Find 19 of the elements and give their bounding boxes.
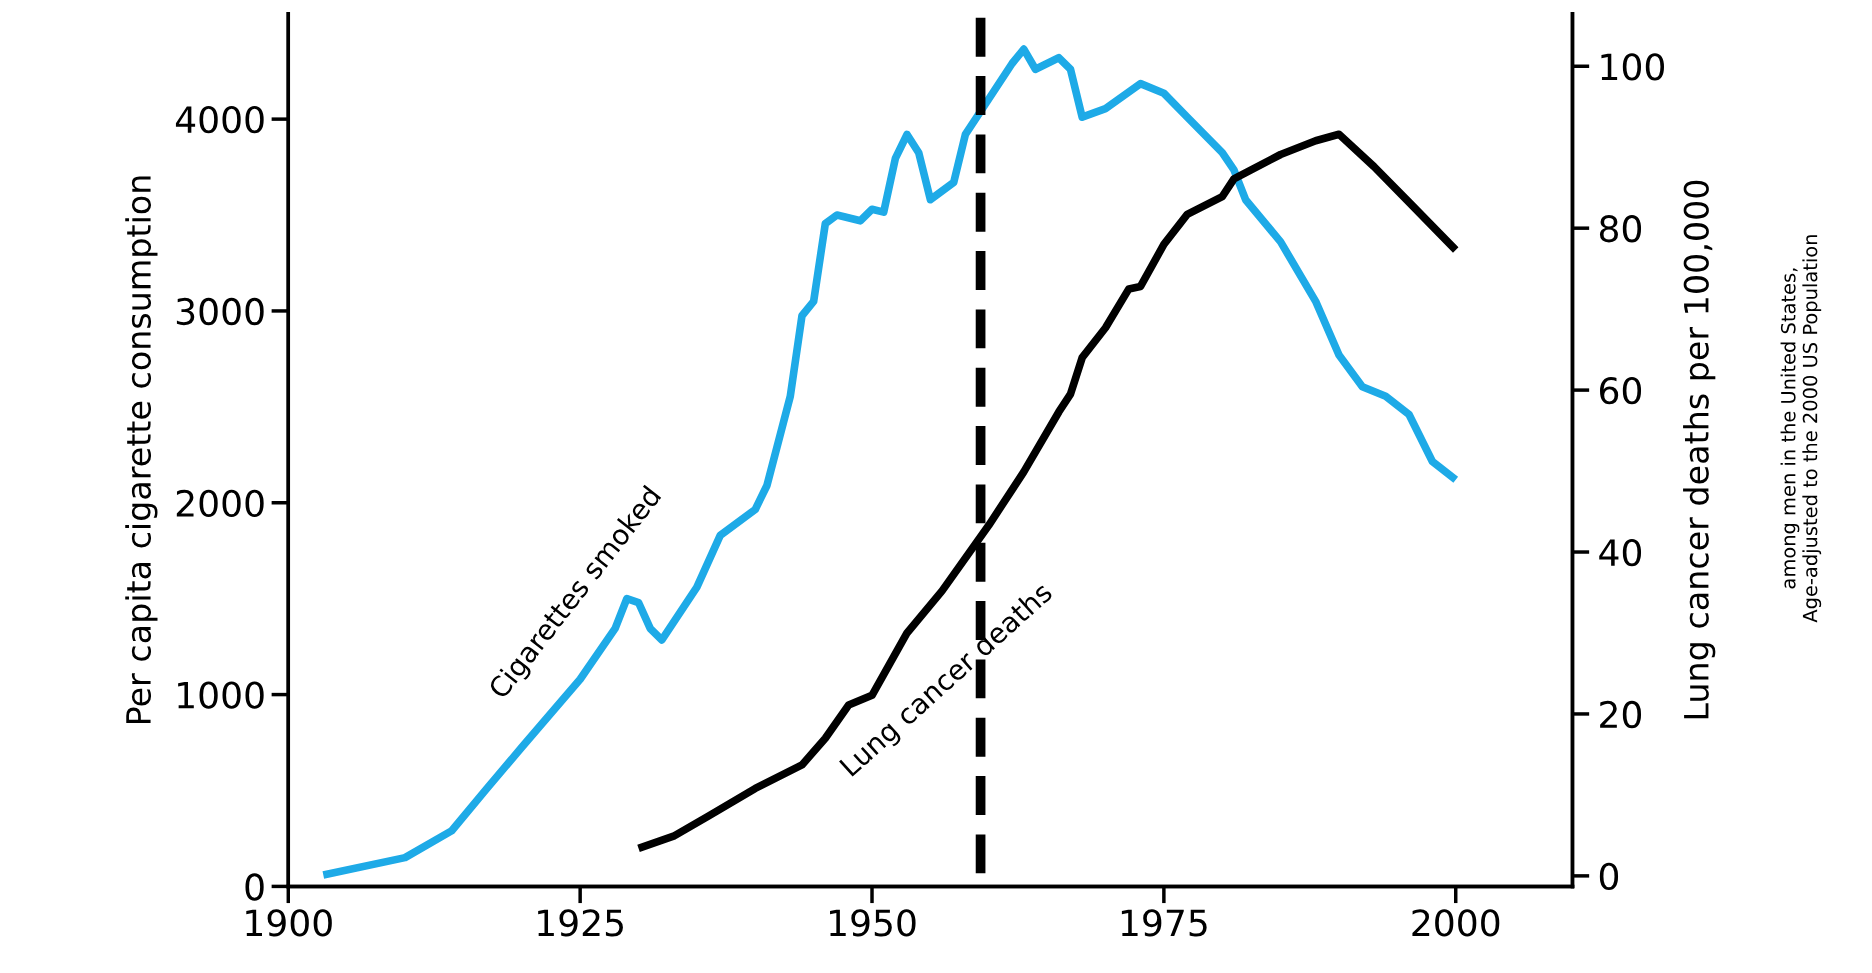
y-tick-label: 0 (245, 873, 264, 901)
x-tick-label: 1975 (1121, 909, 1207, 937)
y-tick-label: 2000 (176, 489, 264, 517)
text: among men in the United States, Age-adjusted to the 2000 US Population (1780, 235, 1822, 623)
y2-tick-label: 60 (1600, 377, 1642, 405)
y2-axis-title: Lung cancer deaths per 100,000 (1683, 180, 1716, 719)
y2-tick-label: 80 (1599, 215, 1642, 243)
y-tick-label: 1000 (178, 681, 264, 709)
y2-tick-label: 20 (1600, 700, 1642, 729)
y-tick-label: 4000 (175, 106, 264, 134)
x-tick-label: 1950 (830, 909, 916, 937)
y-tick-label: 3000 (176, 297, 264, 326)
x-tick-label: 1925 (538, 909, 623, 937)
x-tick-label: 2000 (1412, 909, 1500, 937)
y2-tick-label: 100 (1601, 53, 1665, 81)
x-tick-label: 1900 (246, 909, 332, 937)
y2-tick-label: 0 (1599, 862, 1619, 891)
y2-tick-label: 40 (1599, 538, 1642, 567)
y-axis-title: Per capita cigarette consumption (125, 176, 158, 724)
